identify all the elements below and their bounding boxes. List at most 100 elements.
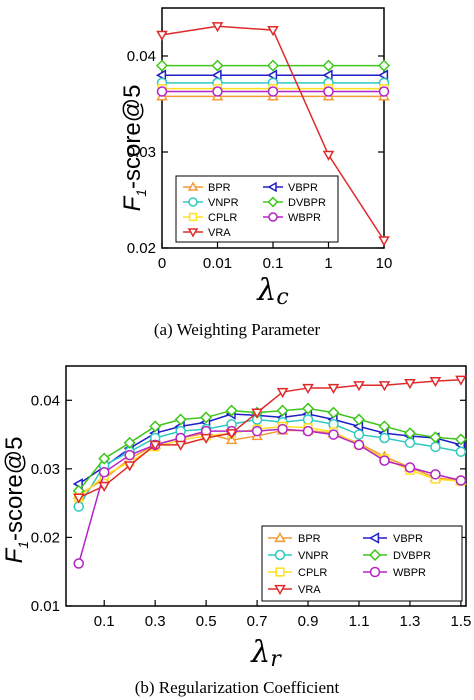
data-point — [73, 558, 84, 569]
data-point — [225, 434, 238, 445]
data-point — [302, 414, 314, 425]
data-point — [277, 423, 288, 435]
data-point — [404, 437, 416, 449]
data-point — [430, 469, 441, 480]
data-point — [155, 69, 167, 81]
series-vra — [156, 22, 390, 247]
data-point — [98, 452, 111, 465]
data-point — [429, 431, 442, 444]
legend-label: CPLR — [208, 212, 237, 224]
data-point — [211, 22, 224, 33]
x-tick-label: 1.1 — [349, 613, 370, 630]
legend-marker — [369, 566, 381, 578]
y-label-main-b: F — [1, 547, 28, 563]
legend-label: DVBPR — [393, 550, 431, 562]
y-label-sub-b: 1 — [15, 541, 31, 549]
x-tick-label: 0.01 — [203, 255, 232, 272]
y-label-rest-a: -score@5 — [119, 85, 146, 189]
legend-marker — [268, 212, 278, 222]
data-point — [156, 30, 168, 41]
legend-marker — [187, 181, 199, 191]
data-point — [353, 439, 365, 451]
y-tick-label: 0.04 — [127, 48, 156, 65]
legend-marker — [368, 532, 380, 544]
data-point — [149, 440, 161, 451]
legend-b: BPR VBPR VNPR DVBPR CPLR WBPR VRA — [261, 525, 463, 602]
data-point — [156, 86, 168, 97]
legend-marker — [188, 197, 198, 207]
caption-a: (a) Weighting Parameter — [154, 320, 321, 339]
data-point — [430, 441, 441, 453]
data-point — [266, 69, 278, 81]
series-wbpr — [156, 86, 390, 97]
data-point — [212, 86, 223, 97]
x-label-sub-a: c — [276, 285, 288, 310]
series-wbpr — [73, 423, 467, 569]
data-point — [123, 436, 136, 449]
data-point — [327, 383, 340, 394]
data-point — [302, 402, 315, 415]
y-tick-label: 0.03 — [31, 461, 60, 478]
data-point — [276, 387, 289, 399]
series-line — [78, 425, 461, 499]
data-point — [251, 408, 263, 419]
data-point — [72, 493, 85, 504]
data-point — [266, 59, 280, 72]
series-line — [78, 428, 462, 564]
x-tick-label: 0.9 — [298, 613, 319, 630]
y-tick-label: 0.01 — [31, 598, 60, 615]
legend-label: CPLR — [298, 567, 327, 579]
data-point — [378, 236, 390, 247]
data-point — [211, 59, 224, 72]
data-point — [455, 446, 467, 457]
data-point — [353, 381, 365, 392]
legend-marker — [274, 531, 286, 543]
legend-marker — [267, 181, 277, 193]
legend-marker — [188, 212, 198, 222]
y-label-rest-b: -score@5 — [1, 437, 28, 541]
x-tick-label: 0 — [158, 255, 166, 272]
data-point — [225, 404, 238, 417]
series-b — [72, 375, 467, 569]
panel-b: 0.01 0.02 0.03 0.04 0.1 0.3 0.5 0.7 0.9 1.1 1.3 1.… — [1, 365, 471, 697]
data-point — [149, 420, 162, 433]
x-tick-label: 0.7 — [247, 613, 268, 630]
data-point — [378, 381, 391, 392]
data-point — [123, 461, 136, 472]
series-dvbpr — [155, 59, 391, 72]
data-point — [404, 379, 416, 390]
x-tick-label: 0.1 — [263, 255, 284, 272]
data-point — [378, 86, 390, 97]
data-point — [429, 376, 442, 388]
panel-a: 0.02 0.03 0.04 0 0.01 0.1 1 10 BPR VBPR VNPR DVBP… — [119, 7, 392, 339]
series-line — [78, 413, 462, 485]
data-point — [211, 69, 222, 81]
x-ticks-b: 0.1 0.3 0.5 0.7 0.9 1.1 1.3 1.5 — [94, 600, 471, 630]
data-point — [454, 433, 467, 446]
legend-label: BPR — [298, 533, 321, 545]
series-line — [78, 418, 462, 507]
legend-marker — [187, 228, 199, 238]
data-point — [404, 462, 416, 473]
legend-box-b — [261, 525, 463, 602]
legend-label: VNPR — [298, 550, 329, 562]
data-point — [455, 375, 467, 386]
y-tick-label: 0.02 — [31, 529, 60, 546]
data-point — [302, 383, 314, 394]
series-line — [78, 378, 461, 499]
x-label-main-a: λ — [256, 273, 276, 308]
x-tick-label: 1 — [324, 255, 332, 272]
data-point — [200, 433, 212, 445]
x-tick-label: 0.5 — [196, 613, 217, 630]
data-point — [327, 406, 340, 419]
plot-frame-b — [65, 365, 467, 607]
x-tick-label: 0.3 — [145, 613, 166, 630]
y-label-main-a: F — [119, 195, 146, 211]
legend-marker — [274, 584, 286, 596]
data-point — [98, 481, 111, 493]
x-label-main-b: λ — [250, 635, 270, 670]
data-point — [377, 59, 391, 72]
x-ticks-a: 0 0.01 0.1 1 10 — [158, 242, 392, 272]
y-axis-label-b: F1-score@5 — [1, 437, 31, 564]
